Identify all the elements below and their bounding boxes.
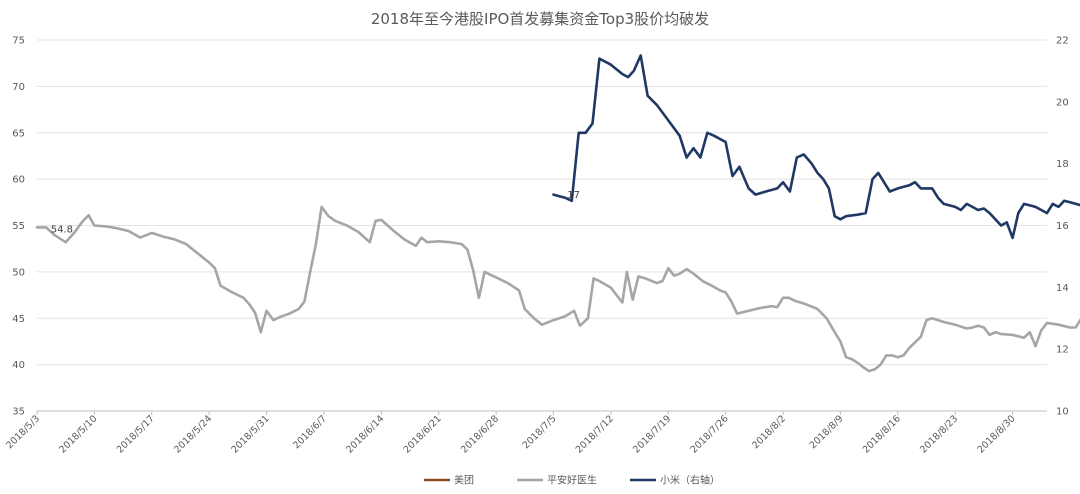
right-axis-tick-label: 12 bbox=[1056, 345, 1069, 356]
right-axis-tick-label: 16 bbox=[1056, 221, 1069, 232]
x-axis-tick-label: 2018/7/5 bbox=[521, 413, 559, 451]
left-axis-tick-label: 35 bbox=[12, 407, 25, 418]
x-axis-tick-label: 2018/6/28 bbox=[459, 413, 501, 455]
series-lines bbox=[35, 54, 1080, 373]
legend-label: 平安好医生 bbox=[547, 474, 597, 487]
legend-item[interactable]: 美团 bbox=[424, 474, 474, 487]
x-axis-tick-label: 2018/7/12 bbox=[574, 413, 616, 455]
x-axis-tick-label: 2018/5/31 bbox=[229, 413, 271, 455]
right-axis-tick-label: 14 bbox=[1056, 283, 1069, 294]
data-label: 54.8 bbox=[51, 225, 73, 236]
series-line bbox=[35, 205, 1080, 373]
x-axis-tick-label: 2018/5/17 bbox=[115, 413, 157, 455]
legend-label: 小米（右轴） bbox=[660, 474, 720, 487]
x-axis-tick-label: 2018/8/30 bbox=[975, 413, 1017, 455]
x-axis-tick-label: 2018/8/9 bbox=[808, 413, 846, 451]
right-axis-tick-label: 20 bbox=[1056, 97, 1069, 108]
x-axis-tick-label: 2018/8/23 bbox=[918, 413, 960, 455]
legend-item[interactable]: 小米（右轴） bbox=[630, 474, 720, 487]
x-axis-tick-label: 2018/6/14 bbox=[344, 413, 386, 455]
x-axis-tick-label: 2018/6/7 bbox=[291, 413, 329, 451]
series-line bbox=[552, 54, 1080, 240]
right-axis-tick-label: 18 bbox=[1056, 159, 1069, 170]
data-label: 17 bbox=[567, 190, 580, 201]
left-axis-tick-label: 55 bbox=[12, 221, 25, 232]
chart-title: 2018年至今港股IPO首发募集资金Top3股价均破发 bbox=[371, 10, 709, 28]
x-axis-tick-label: 2018/8/2 bbox=[750, 413, 788, 451]
data-labels: 6954.817 bbox=[51, 190, 580, 236]
legend-label: 美团 bbox=[454, 474, 474, 487]
left-axis-tick-label: 40 bbox=[12, 360, 25, 371]
left-axis-tick-label: 60 bbox=[12, 175, 25, 186]
left-axis-tick-label: 75 bbox=[12, 36, 25, 47]
x-axis-tick-label: 2018/5/24 bbox=[172, 413, 214, 455]
gridlines bbox=[37, 39, 1047, 366]
legend-item[interactable]: 平安好医生 bbox=[517, 474, 597, 487]
axes: 35 40 45 50 55 60 65 70 75 10 12 14 16 18 20 22 2018/5/3… bbox=[4, 36, 1069, 456]
left-axis-tick-label: 65 bbox=[12, 128, 25, 139]
x-axis-tick-label: 2018/7/26 bbox=[689, 413, 731, 455]
left-axis-tick-label: 70 bbox=[12, 82, 25, 93]
x-axis-tick-label: 2018/7/19 bbox=[631, 413, 673, 455]
x-axis-tick-label: 2018/6/21 bbox=[402, 413, 444, 455]
right-axis-tick-label: 22 bbox=[1056, 36, 1069, 47]
x-axis-tick-label: 2018/5/10 bbox=[57, 413, 99, 455]
right-axis-tick-label: 10 bbox=[1056, 407, 1069, 418]
left-axis-tick-label: 50 bbox=[12, 267, 25, 278]
left-axis-tick-label: 45 bbox=[12, 314, 25, 325]
x-axis-tick-label: 2018/8/16 bbox=[861, 413, 903, 455]
legend: 美团 平安好医生 小米（右轴） bbox=[424, 474, 720, 487]
x-axis-tick-label: 2018/5/3 bbox=[4, 413, 42, 451]
